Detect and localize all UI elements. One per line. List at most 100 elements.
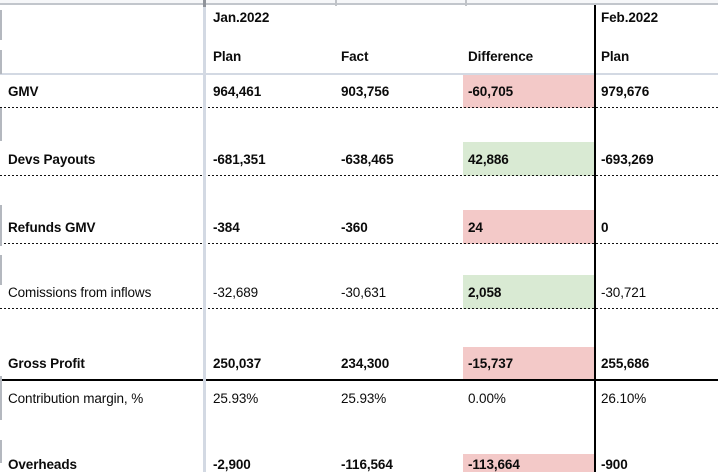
- difference-value: 24: [468, 219, 483, 235]
- difference-cell[interactable]: 24: [463, 210, 595, 244]
- row-label-cell[interactable]: Refunds GMV: [0, 210, 204, 244]
- column-header-label: Fact: [341, 49, 369, 64]
- table-row-refunds-gmv: Refunds GMV -384 -360 24 0: [0, 210, 718, 244]
- row-label: GMV: [8, 84, 39, 99]
- difference-cell[interactable]: -60,705: [463, 75, 595, 108]
- empty-sheet-row[interactable]: [0, 415, 718, 454]
- fact-cell[interactable]: -30,631: [336, 275, 463, 309]
- month-label: Feb.2022: [601, 10, 658, 25]
- plan-value: -681,351: [213, 151, 266, 167]
- frozen-pane-divider[interactable]: [203, 5, 206, 472]
- fact-cell[interactable]: 234,300: [336, 347, 463, 379]
- row-label: Overheads: [8, 457, 77, 472]
- table-row-gross-profit: Gross Profit 250,037 234,300 -15,737 255…: [0, 347, 718, 381]
- feb-plan-cell[interactable]: 979,676: [595, 75, 718, 108]
- feb-plan-value: 255,686: [601, 355, 650, 371]
- row-label-cell[interactable]: Devs Payouts: [0, 142, 204, 176]
- feb-plan-value: -693,269: [601, 151, 654, 167]
- feb-plan-value: 979,676: [601, 84, 650, 99]
- feb-plan-value: -900: [601, 457, 628, 472]
- plan-value: -32,689: [213, 284, 259, 300]
- feb-plan-cell[interactable]: -30,721: [595, 275, 718, 309]
- row-label-cell[interactable]: Comissions from inflows: [0, 275, 204, 309]
- difference-cell[interactable]: 2,058: [463, 275, 595, 309]
- empty-sheet-row[interactable]: [0, 244, 718, 275]
- feb-plan-cell[interactable]: -900: [595, 454, 718, 472]
- feb-plan-cell[interactable]: -693,269: [595, 142, 718, 176]
- fact-value: -116,564: [341, 457, 393, 472]
- plan-cell[interactable]: -2,900: [204, 454, 336, 472]
- difference-cell[interactable]: 42,886: [463, 142, 595, 176]
- corner-cell[interactable]: [0, 7, 204, 40]
- fact-value: 25.93%: [341, 390, 387, 406]
- difference-cell[interactable]: -113,664: [463, 454, 595, 472]
- row-label-cell[interactable]: Gross Profit: [0, 347, 204, 379]
- difference-cell[interactable]: -15,737: [463, 347, 595, 379]
- column-header-label: Difference: [468, 49, 534, 64]
- fact-cell[interactable]: -638,465: [336, 142, 463, 176]
- empty-sheet-row[interactable]: [0, 176, 718, 210]
- sheet-top-edge: [0, 0, 718, 5]
- row-label: Gross Profit: [8, 355, 85, 371]
- plan-value: 25.93%: [213, 390, 259, 406]
- row-boundary-tick: [0, 440, 2, 463]
- fact-value: 234,300: [341, 355, 390, 371]
- table-row-gmv: GMV 964,461 903,756 -60,705 979,676: [0, 75, 718, 108]
- fact-cell[interactable]: -116,564: [336, 454, 463, 472]
- fact-cell[interactable]: 25.93%: [336, 381, 463, 415]
- header-plan-feb[interactable]: Plan: [595, 40, 718, 73]
- plan-cell[interactable]: -681,351: [204, 142, 336, 176]
- difference-value: -113,664: [468, 457, 520, 472]
- row-label-cell[interactable]: Contribution margin, %: [0, 381, 204, 415]
- row-label-cell[interactable]: GMV: [0, 75, 204, 108]
- header-month-feb[interactable]: Feb.2022: [595, 7, 718, 40]
- header-difference[interactable]: Difference: [463, 40, 595, 73]
- feb-plan-value: 26.10%: [601, 390, 647, 406]
- fact-value: -30,631: [341, 284, 387, 300]
- header-row-measures: Plan Fact Difference Plan: [0, 40, 718, 75]
- row-boundary-tick: [0, 108, 2, 141]
- header-month-jan[interactable]: Jan.2022: [204, 7, 336, 40]
- plan-cell[interactable]: 250,037: [204, 347, 336, 379]
- column-header-label: Plan: [601, 49, 630, 64]
- difference-value: -60,705: [468, 84, 514, 99]
- table-row-devs-payouts: Devs Payouts -681,351 -638,465 42,886 -6…: [0, 142, 718, 176]
- month-column-divider: [594, 5, 596, 472]
- fact-value: -638,465: [341, 151, 394, 167]
- column-boundary-tick: [203, 0, 206, 7]
- header-plan-jan[interactable]: Plan: [204, 40, 336, 73]
- difference-value: 2,058: [468, 284, 502, 300]
- fact-value: 903,756: [341, 84, 390, 99]
- difference-value: 0.00%: [468, 390, 506, 406]
- difference-cell[interactable]: 0.00%: [463, 381, 595, 415]
- plan-cell[interactable]: -384: [204, 210, 336, 244]
- row-label-cell[interactable]: Overheads: [0, 454, 204, 472]
- column-boundary-tick: [465, 0, 467, 6]
- empty-sheet-row[interactable]: [0, 108, 718, 142]
- table-row-contribution-margin: Contribution margin, % 25.93% 25.93% 0.0…: [0, 381, 718, 415]
- row-boundary-tick: [0, 10, 2, 40]
- empty-sheet-row[interactable]: [0, 309, 718, 347]
- fact-cell[interactable]: -360: [336, 210, 463, 244]
- column-header-label: Plan: [213, 49, 242, 64]
- row-label: Comissions from inflows: [8, 284, 152, 300]
- feb-plan-cell[interactable]: 255,686: [595, 347, 718, 379]
- feb-plan-cell[interactable]: 26.10%: [595, 381, 718, 415]
- row-label: Refunds GMV: [8, 219, 96, 235]
- row-boundary-tick: [0, 205, 2, 246]
- row-label: Devs Payouts: [8, 151, 96, 167]
- plan-cell[interactable]: -32,689: [204, 275, 336, 309]
- difference-value: 42,886: [468, 151, 509, 167]
- table-row-overheads: Overheads -2,900 -116,564 -113,664 -900: [0, 454, 718, 472]
- plan-cell[interactable]: 25.93%: [204, 381, 336, 415]
- month-label: Jan.2022: [213, 10, 270, 25]
- column-boundary-tick: [335, 0, 337, 6]
- sheet-grid: Jan.2022 Feb.2022 Plan Fact Difference P…: [0, 7, 718, 472]
- fact-cell[interactable]: 903,756: [336, 75, 463, 108]
- table-row-comissions: Comissions from inflows -32,689 -30,631 …: [0, 275, 718, 309]
- feb-plan-value: -30,721: [601, 284, 647, 300]
- plan-cell[interactable]: 964,461: [204, 75, 336, 108]
- plan-value: 964,461: [213, 84, 262, 99]
- feb-plan-cell[interactable]: 0: [595, 210, 718, 244]
- header-fact[interactable]: Fact: [336, 40, 463, 73]
